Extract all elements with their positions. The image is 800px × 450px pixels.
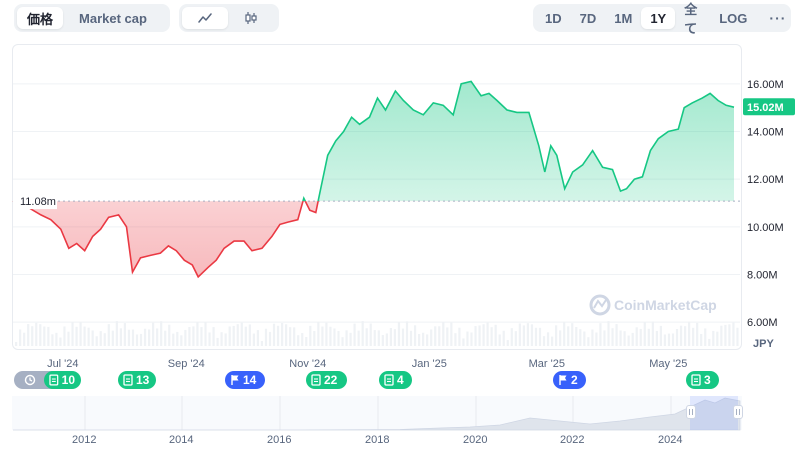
document-icon [311,374,321,386]
navigator-year-label: 2022 [560,434,585,446]
metric-tab-group: 価格 Market cap [14,4,170,32]
candlestick-button[interactable] [228,7,274,29]
range-1d[interactable]: 1D [545,10,562,26]
flag-icon [559,375,567,385]
navigator-year-label: 2018 [365,434,390,446]
tab-market-cap[interactable]: Market cap [79,10,147,26]
line-chart-icon [198,13,212,23]
navigator-year-label: 2014 [169,434,194,446]
y-tick-label: 6.00M [747,317,778,329]
event-news-marker[interactable]: 13 [118,371,156,389]
range-all[interactable]: 全て [684,2,698,36]
tab-price[interactable]: 価格 [17,7,63,29]
svg-text:15.02M: 15.02M [747,102,784,114]
range-7d[interactable]: 7D [579,10,597,26]
event-news-marker[interactable]: 22 [306,371,347,389]
y-tick-label: 10.00M [747,222,784,234]
candlestick-icon [245,12,257,24]
event-count: 3 [704,373,711,387]
view-mode-group [179,4,279,32]
line-chart-button[interactable] [182,7,228,29]
event-flag-marker[interactable]: 14 [225,371,265,389]
event-flag-marker[interactable]: 2 [553,371,586,389]
event-news-marker[interactable]: 10 [44,371,81,389]
y-tick-label: 8.00M [747,270,778,282]
event-count: 4 [397,373,404,387]
event-count: 14 [243,373,257,387]
x-axis: Jul '24 Sep '24 Nov '24 Jan '25 Mar '25 May '… [47,358,687,370]
y-tick-label: 12.00M [747,174,784,186]
event-news-marker[interactable]: 4 [379,371,412,389]
document-icon [49,374,59,386]
event-count: 2 [571,373,578,387]
navigator-year-label: 2012 [72,434,97,446]
more-options-button[interactable]: ··· [769,10,787,26]
x-tick-label: Jan '25 [412,358,447,370]
log-scale-button[interactable]: LOG [719,10,748,26]
current-price-tag: 15.02M [743,98,795,116]
y-tick-label: 14.00M [747,127,784,139]
document-icon [384,374,394,386]
x-tick-label: Nov '24 [289,358,326,370]
flag-icon [231,375,239,385]
x-tick-label: Sep '24 [168,358,205,370]
range-1y[interactable]: 1Y [641,7,676,29]
y-axis: 6.00M 8.00M 10.00M 12.00M 14.00M 16.00M [747,79,784,329]
navigator-right-handle[interactable] [733,405,743,419]
navigator-year-label: 2016 [267,434,292,446]
event-count: 10 [61,373,75,387]
event-news-marker[interactable]: 3 [686,371,719,389]
time-range-group: 1D 7D 1M 1Y 全て LOG ··· [533,2,791,36]
history-icon [24,374,36,386]
navigator-left-handle[interactable] [686,405,696,419]
event-count: 13 [136,373,150,387]
x-tick-label: Jul '24 [47,358,78,370]
event-count: 22 [324,373,338,387]
range-navigator[interactable] [12,396,742,430]
navigator-year-label: 2020 [463,434,488,446]
navigator-year-label: 2024 [658,434,683,446]
document-icon [691,374,701,386]
chart-area[interactable] [12,44,742,350]
x-tick-label: May '25 [649,358,687,370]
x-tick-label: Mar '25 [529,358,565,370]
range-1m[interactable]: 1M [614,10,633,26]
currency-label: JPY [753,338,774,350]
y-tick-label: 16.00M [747,79,784,91]
document-icon [123,374,133,386]
